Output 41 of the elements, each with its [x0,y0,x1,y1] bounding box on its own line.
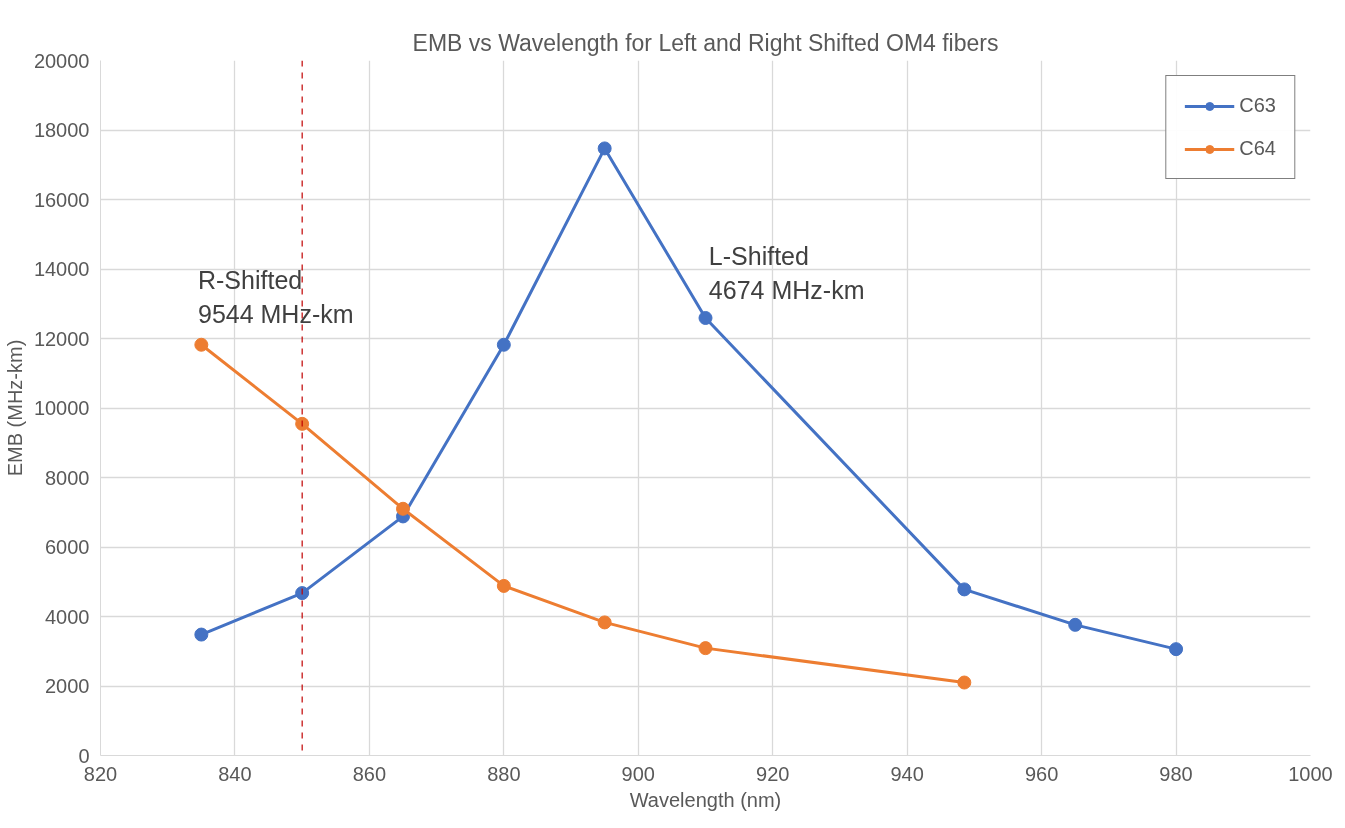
y-tick-label: 8000 [45,466,90,489]
point [957,582,972,597]
point [496,578,511,593]
point [194,337,209,352]
legend-label: C64 [1239,137,1276,160]
annotation: R-Shifted 9544 MHz-km [197,266,354,329]
legend-label: C63 [1239,94,1276,117]
y-tick-label: 6000 [45,536,90,558]
x-tick-label: 880 [487,762,521,785]
x-tick-label: 840 [218,762,252,785]
point [698,311,713,325]
y-tick-label: 12000 [33,327,90,350]
y-tick-label: 10000 [33,397,90,419]
y-axis-title: EMB (MHz-km) [3,339,26,477]
point [1068,617,1083,632]
x-tick-label: 900 [621,762,655,785]
point [597,615,612,630]
point [295,416,310,431]
y-tick-label: 14000 [33,258,90,280]
y-tick-label: 18000 [33,119,90,141]
x-tick-label: 980 [1159,762,1193,785]
x-tick-label: 940 [890,762,924,785]
x-tick-label: 960 [1024,762,1059,785]
point [295,586,310,601]
annotation: L-Shifted 4674 MHz-km [708,242,865,304]
y-tick-label: 2000 [45,675,90,697]
x-tick-label: 860 [352,762,387,785]
x-tick-label: 1000 [1288,762,1333,785]
y-tick-label: 20000 [33,49,90,72]
point [1169,642,1184,657]
point [396,501,410,516]
y-tick-label: 16000 [33,188,90,211]
x-axis-title: Wavelength (nm) [629,788,782,811]
chart-title: EMB vs Wavelength for Left and Right Shifted OM4 fibers [412,29,999,56]
point [496,337,511,352]
point [957,675,972,690]
x-tick-label: 920 [756,762,790,785]
point [597,141,612,156]
point [698,641,713,656]
y-tick-label: 4000 [45,605,90,628]
point [194,627,209,642]
